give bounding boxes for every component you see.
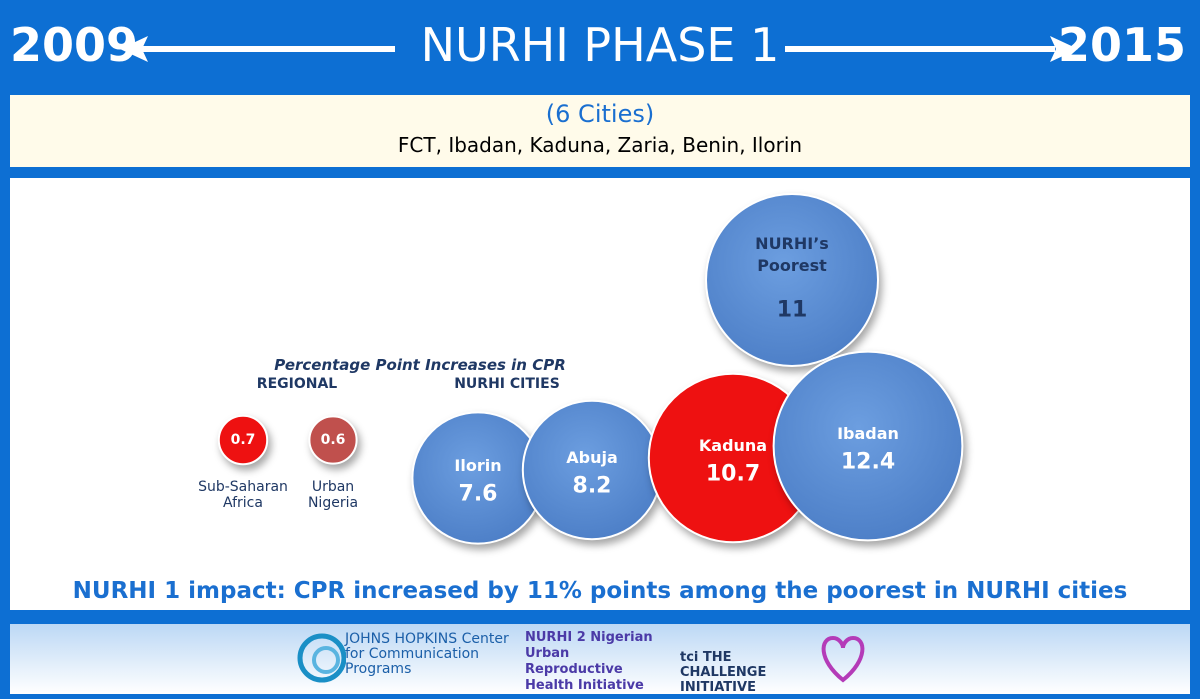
- title: NURHI PHASE 1: [420, 18, 780, 72]
- start-year: 2009: [10, 18, 139, 72]
- logo-tci: tci THE CHALLENGE INITIATIVE: [680, 650, 767, 695]
- arrow: [785, 46, 1055, 52]
- value-label: 11: [776, 297, 808, 323]
- category-label: Ibadan: [837, 424, 899, 443]
- value-label: 10.7: [705, 461, 761, 487]
- end-year: 2015: [1057, 18, 1186, 72]
- value-label: 8.2: [572, 473, 612, 499]
- impact-statement: NURHI 1 impact: CPR increased by 11% poi…: [72, 578, 1128, 604]
- chart-heading: Percentage Point Increases in CPR: [274, 356, 566, 374]
- category-label: Abuja: [566, 448, 618, 467]
- category-label: Ilorin: [454, 456, 502, 475]
- category-label: NURHI’s Poorest: [755, 234, 829, 275]
- subtitle: (6 Cities): [545, 100, 655, 128]
- category-label: Kaduna: [698, 436, 768, 455]
- bubble: [705, 193, 879, 367]
- bubble: [772, 350, 964, 542]
- value-label: 0.7: [230, 432, 256, 448]
- group-label: REGIONAL: [256, 376, 338, 392]
- value-label: 12.4: [840, 449, 896, 475]
- category-label: Urban Nigeria: [307, 479, 359, 511]
- bubble: [217, 414, 269, 466]
- group-label: NURHI CITIES: [454, 376, 560, 392]
- value-label: 7.6: [458, 481, 498, 507]
- logo-nurhi: NURHI 2 Nigerian Urban Reproductive Heal…: [525, 630, 653, 693]
- cities: FCT, Ibadan, Kaduna, Zaria, Benin, Ilori…: [397, 133, 803, 157]
- bubble: [308, 415, 358, 465]
- value-label: 0.6: [320, 432, 346, 448]
- logo-heart: [821, 635, 865, 683]
- arrow-head: [1050, 36, 1078, 62]
- footer: [10, 624, 1190, 694]
- logo-jhu: JOHNS HOPKINS Center for Communication P…: [345, 631, 509, 677]
- arrow-head: [120, 36, 148, 62]
- info-box: [10, 95, 1190, 167]
- arrow: [140, 46, 395, 52]
- category-label: Sub-Saharan Africa: [198, 479, 288, 511]
- logo-swirl: [297, 633, 346, 683]
